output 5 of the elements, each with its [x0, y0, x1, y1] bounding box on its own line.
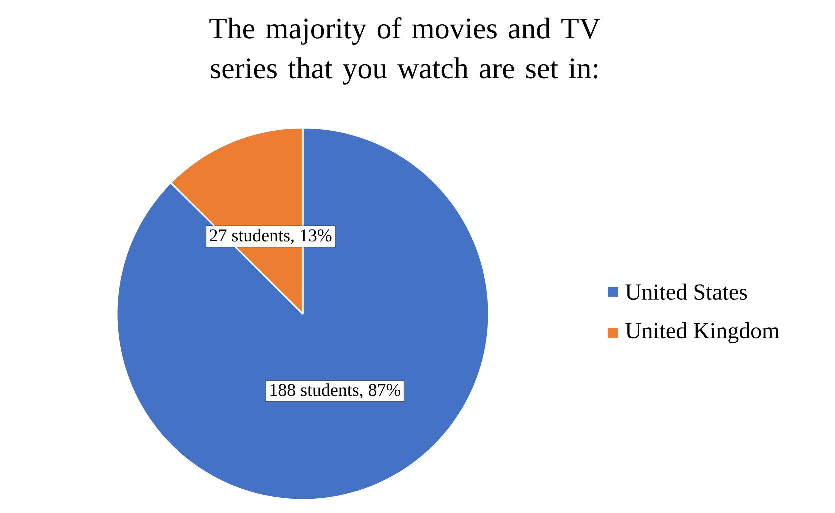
- legend-label: United States: [626, 284, 748, 300]
- data-label: 27 students, 13%: [210, 229, 332, 244]
- data-label: 188 students, 87%: [270, 384, 401, 399]
- chart-title: The majority of movies and TV series that you watch are set in:: [210, 18, 601, 85]
- legend-label: United Kingdom: [626, 322, 780, 344]
